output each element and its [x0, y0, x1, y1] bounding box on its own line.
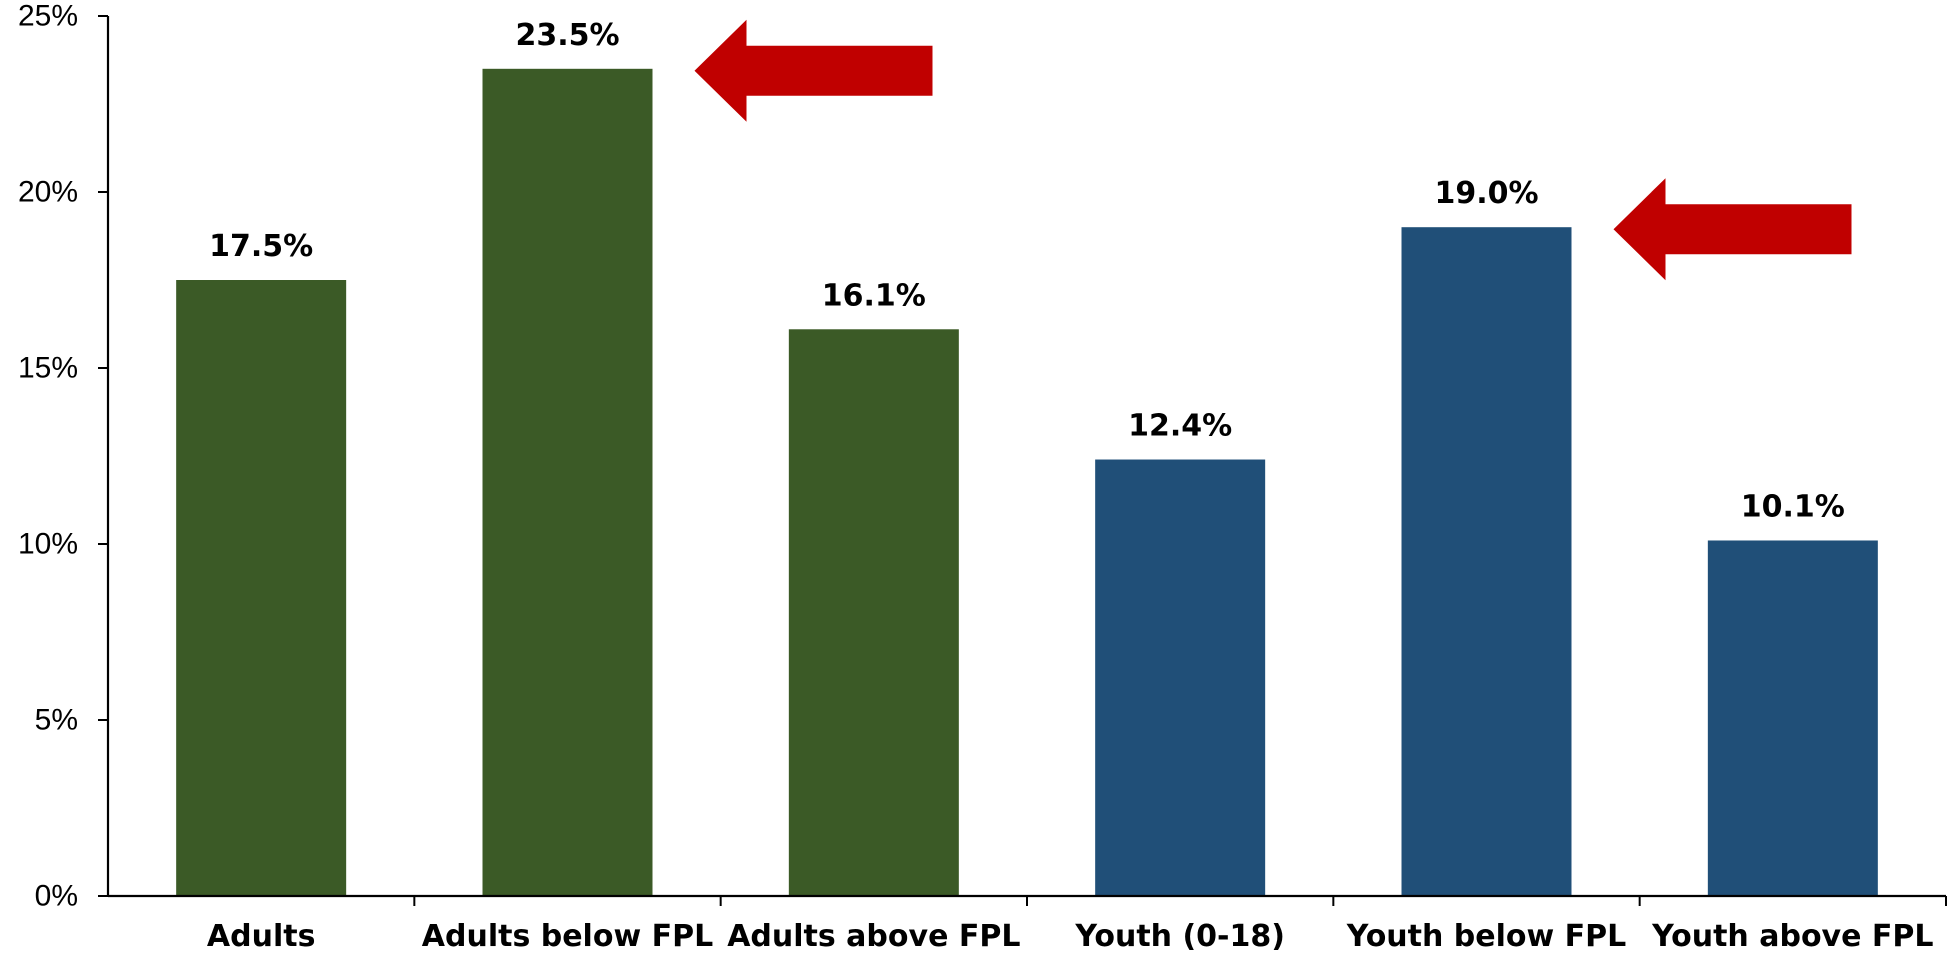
y-tick-label: 15%: [18, 352, 78, 385]
x-tick-label-adults-below-fpl: Adults below FPL: [422, 919, 713, 954]
bar-youth-above-fpl: [1707, 540, 1878, 896]
y-axis-ticks: 0% 5% 10% 15% 20% 25%: [18, 0, 108, 913]
x-tick-label-youth-above-fpl: Youth above FPL: [1651, 919, 1933, 954]
bar-youth-0-18: [1095, 459, 1266, 896]
x-axis-ticks: Adults Adults below FPL Adults above FPL Yo…: [207, 896, 1947, 954]
data-label-adults-above-fpl: 16.1%: [822, 278, 926, 313]
x-tick-label-youth-0-18: Youth (0-18): [1074, 919, 1285, 954]
bar-adults-above-fpl: [788, 329, 959, 896]
highlight-arrows-group: [694, 19, 1852, 281]
x-tick-label-youth-below-fpl: Youth below FPL: [1346, 919, 1627, 954]
data-label-youth-above-fpl: 10.1%: [1741, 489, 1845, 524]
y-tick-label: 0%: [35, 880, 78, 913]
y-tick-label: 25%: [18, 0, 78, 33]
x-tick-label-adults-above-fpl: Adults above FPL: [727, 919, 1020, 954]
highlight-arrow-adults-below-fpl: [694, 19, 933, 122]
y-tick-label: 10%: [18, 528, 78, 561]
bar-adults: [176, 280, 347, 896]
x-tick-label-adults: Adults: [207, 919, 316, 954]
highlight-arrow-youth-below-fpl: [1613, 178, 1852, 281]
bar-adults-below-fpl: [482, 68, 653, 897]
bars-group: [176, 68, 1878, 897]
data-label-youth-below-fpl: 19.0%: [1434, 176, 1538, 211]
data-label-adults: 17.5%: [209, 229, 313, 264]
data-label-adults-below-fpl: 23.5%: [515, 18, 619, 53]
data-labels-group: 17.5% 23.5% 16.1% 12.4% 19.0% 10.1%: [209, 18, 1845, 525]
y-tick-label: 5%: [35, 704, 78, 737]
data-label-youth-0-18: 12.4%: [1128, 409, 1232, 444]
y-tick-label: 20%: [18, 176, 78, 209]
bar-youth-below-fpl: [1401, 227, 1572, 896]
